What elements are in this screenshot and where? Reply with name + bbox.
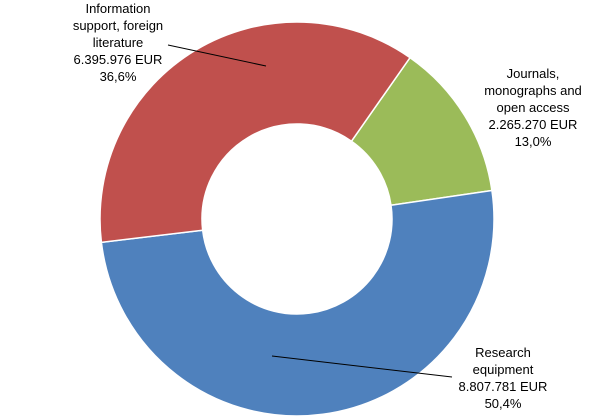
slice-name-line: literature	[93, 35, 144, 50]
slice-name-line: open access	[497, 100, 570, 115]
slice-name-line: Journals,	[507, 66, 560, 81]
slice-research-equipment	[100, 189, 495, 417]
slice-label: Information support, foreign literature 6.3…	[73, 1, 163, 84]
labels-group: Journals, monographs and open access 2.265.…	[73, 1, 582, 411]
slice-percent: 50,4%	[485, 396, 522, 411]
slice-label: Journals, monographs and open access 2.265.…	[484, 66, 582, 149]
leader-line	[271, 355, 453, 378]
slices-group	[99, 21, 495, 417]
slice-name-line: Information	[85, 1, 150, 16]
slice-percent: 13,0%	[515, 134, 552, 149]
slice-value: 6.395.976 EUR	[74, 52, 163, 67]
slice-name-line: Research	[475, 345, 531, 360]
slice-name-line: monographs and	[484, 83, 582, 98]
slice-percent: 36,6%	[100, 69, 137, 84]
slice-information-support-foreign-literature	[99, 21, 412, 244]
slice-label: Research equipment 8.807.781 EUR 50,4%	[459, 345, 548, 411]
leader-line	[167, 44, 267, 67]
slice-value: 8.807.781 EUR	[459, 379, 548, 394]
slice-name-line: support, foreign	[73, 18, 163, 33]
slice-value: 2.265.270 EUR	[489, 117, 578, 132]
slice-name-line: equipment	[473, 362, 534, 377]
leader-lines-group	[167, 44, 453, 378]
